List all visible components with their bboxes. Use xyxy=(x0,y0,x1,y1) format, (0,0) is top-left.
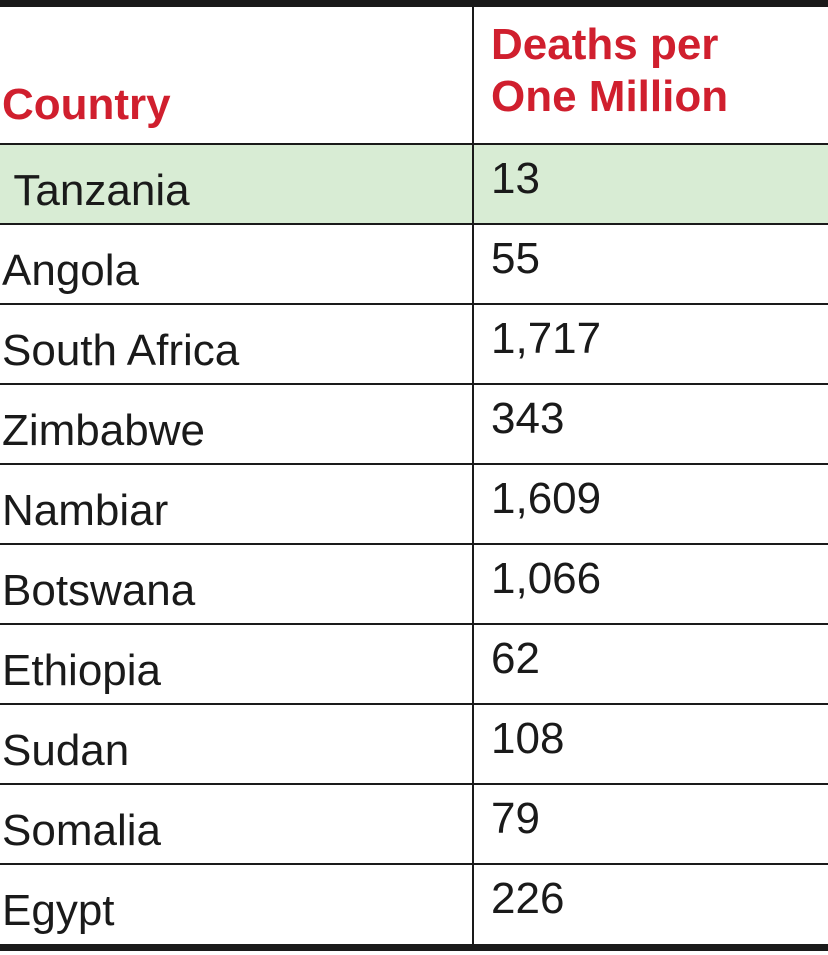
column-header-country: Country xyxy=(2,80,171,129)
deaths-value-cell: 108 xyxy=(491,714,565,763)
table-row: South Africa 1,717 xyxy=(0,305,828,385)
deaths-value-cell: 226 xyxy=(491,874,565,923)
column-header-deaths-line1: Deaths per xyxy=(491,20,719,69)
table-row: Nambiar 1,609 xyxy=(0,465,828,545)
table-header: Country Deaths per One Million xyxy=(0,7,828,145)
deaths-value-cell: 62 xyxy=(491,634,540,683)
deaths-value-cell: 1,609 xyxy=(491,474,602,523)
table-row: Botswana 1,066 xyxy=(0,545,828,625)
bottom-rule xyxy=(0,944,828,951)
country-cell: Egypt xyxy=(2,886,115,935)
country-cell: Somalia xyxy=(2,806,161,855)
column-header-deaths: Deaths per One Million xyxy=(491,19,728,123)
deaths-value-cell: 55 xyxy=(491,234,540,283)
country-cell: Tanzania xyxy=(2,166,190,215)
country-cell: Ethiopia xyxy=(2,646,162,695)
deaths-value-cell: 13 xyxy=(491,154,540,203)
table-row: Zimbabwe 343 xyxy=(0,385,828,465)
table-row: Ethiopia 62 xyxy=(0,625,828,705)
deaths-value-cell: 1,066 xyxy=(491,554,602,603)
table-row: Tanzania 13 xyxy=(0,145,828,225)
country-cell: Sudan xyxy=(2,726,130,775)
country-cell: Zimbabwe xyxy=(2,406,205,455)
country-cell: Angola xyxy=(2,246,140,295)
table-row: Sudan 108 xyxy=(0,705,828,785)
deaths-value-cell: 343 xyxy=(491,394,565,443)
deaths-value-cell: 79 xyxy=(491,794,540,843)
column-header-deaths-line2: One Million xyxy=(491,72,729,121)
table-row: Somalia 79 xyxy=(0,785,828,865)
top-rule xyxy=(0,0,828,7)
column-divider xyxy=(472,7,474,944)
table-row: Egypt 226 xyxy=(0,865,828,945)
country-cell: Botswana xyxy=(2,566,196,615)
country-cell: South Africa xyxy=(2,326,240,375)
deaths-value-cell: 1,717 xyxy=(491,314,602,363)
table-body: Tanzania 13 Angola 55 South Africa 1,717 Zimba… xyxy=(0,145,828,945)
table-row: Angola 55 xyxy=(0,225,828,305)
country-cell: Nambiar xyxy=(2,486,169,535)
